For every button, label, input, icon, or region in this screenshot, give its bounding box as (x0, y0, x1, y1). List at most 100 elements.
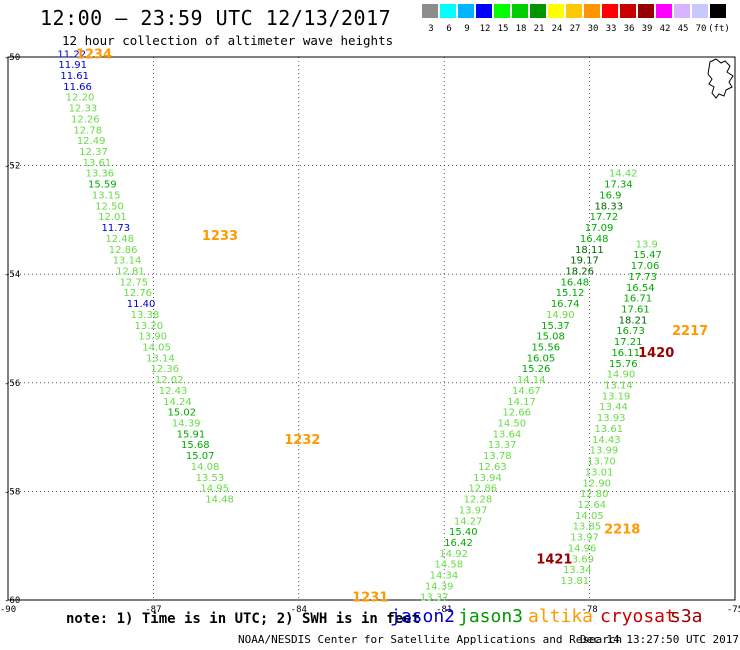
lat-tick-label: -50 (4, 53, 20, 63)
swh-value: 14.34 (430, 571, 459, 582)
lat-tick-label: -60 (4, 596, 20, 606)
swh-value: 14.96 (568, 543, 597, 554)
swh-value: 15.26 (522, 364, 551, 375)
footer-timestamp: Dec 14 13:27:50 UTC 2017 (580, 633, 739, 646)
swh-value: 14.17 (507, 397, 536, 408)
swh-value: 14.05 (142, 343, 171, 354)
coastline-outline (707, 58, 734, 99)
swh-value: 13.37 (420, 592, 449, 603)
chart-title: 12:00 — 23:59 UTC 12/13/2017 (40, 6, 392, 30)
swh-value: 17.73 (628, 272, 657, 283)
swh-value: 16.48 (561, 277, 590, 288)
swh-value: 18.26 (565, 266, 594, 277)
pass-time-label: 1231 (352, 590, 388, 605)
swh-value: 13.61 (83, 158, 112, 169)
swh-value: 13.37 (488, 440, 517, 451)
swh-value: 15.76 (609, 359, 638, 370)
swh-value: 14.24 (163, 397, 192, 408)
swh-value: 16.05 (527, 353, 556, 364)
plot-frame (7, 56, 736, 601)
lon-tick-label: -75 (727, 605, 740, 615)
color-scale-swatch (584, 4, 600, 18)
swh-value: 19.17 (570, 256, 599, 267)
color-scale-label: 36 (623, 24, 635, 34)
swh-value: 15.59 (88, 180, 117, 191)
swh-value: 13.14 (604, 381, 633, 392)
swh-value: 16.71 (624, 294, 653, 305)
swh-value: 13.97 (459, 505, 488, 516)
swh-value: 17.34 (604, 180, 633, 191)
pass-time-label: 1232 (284, 433, 320, 448)
swh-value: 13.36 (86, 169, 115, 180)
swh-value: 12.86 (468, 484, 497, 495)
swh-value: 15.40 (449, 527, 478, 538)
swh-value: 12.80 (580, 489, 609, 500)
swh-value: 13.14 (146, 353, 175, 364)
swh-value: 12.90 (582, 478, 611, 489)
swh-value: 17.21 (614, 337, 643, 348)
color-scale-label: 9 (464, 24, 470, 34)
swh-value: 13.19 (602, 391, 631, 402)
swh-value: 18.33 (594, 201, 623, 212)
color-scale-swatch (512, 4, 528, 18)
swh-value: 12.36 (150, 364, 179, 375)
color-scale-swatch (620, 4, 636, 18)
color-scale-swatch (692, 4, 708, 18)
color-scale-label: 15 (497, 24, 509, 34)
color-scale-swatch (602, 4, 618, 18)
swh-value: 13.61 (594, 424, 623, 435)
swh-value: 13.78 (483, 451, 512, 462)
swh-value: 13.90 (138, 332, 167, 343)
swh-value: 13.38 (131, 310, 160, 321)
swh-value: 14.90 (607, 370, 636, 381)
color-scale-swatch (674, 4, 690, 18)
swh-value: 14.14 (517, 375, 546, 386)
swh-value: 13.53 (196, 473, 225, 484)
legend-cryosat: cryosat (600, 606, 676, 627)
swh-value: 14.43 (592, 435, 621, 446)
lat-tick-label: -54 (4, 270, 20, 280)
swh-value: 11.40 (127, 299, 156, 310)
swh-value: 11.22 (57, 49, 86, 60)
swh-value: 13.97 (570, 533, 599, 544)
swh-value: 12.75 (119, 277, 148, 288)
swh-value: 14.58 (435, 560, 464, 571)
pass-time-label: 1234 (76, 47, 112, 62)
swh-value: 13.94 (473, 473, 502, 484)
swh-value: 12.43 (159, 386, 188, 397)
swh-value: 12.50 (95, 201, 124, 212)
color-scale-label: 3 (428, 24, 434, 34)
swh-value: 15.91 (177, 429, 206, 440)
swh-value: 13.99 (590, 446, 619, 457)
swh-value: 12.01 (98, 212, 127, 223)
swh-value: 12.37 (79, 147, 108, 158)
color-scale-label: 45 (677, 24, 689, 34)
swh-value: 14.39 (172, 419, 201, 430)
swh-value: 12.78 (73, 125, 102, 136)
swh-value: 12.63 (478, 462, 507, 473)
pass-time-label: 1233 (202, 229, 238, 244)
pass-time-label: 2217 (672, 324, 708, 339)
swh-value: 12.76 (123, 288, 152, 299)
swh-value: 14.08 (191, 462, 220, 473)
legend-altika: altika (528, 606, 594, 627)
swh-value: 14.50 (498, 419, 527, 430)
swh-value: 15.07 (186, 451, 215, 462)
swh-value: 16.42 (444, 538, 473, 549)
swh-value: 16.73 (616, 326, 645, 337)
color-scale-swatch (566, 4, 582, 18)
swh-value: 15.08 (536, 332, 565, 343)
swh-value: 12.64 (577, 500, 606, 511)
swh-value: 14.39 (425, 581, 454, 592)
color-scale-swatch (458, 4, 474, 18)
color-scale-swatch (440, 4, 456, 18)
color-scale-swatch (638, 4, 654, 18)
swh-value: 17.72 (590, 212, 619, 223)
color-scale-label: 24 (551, 24, 563, 34)
lat-tick-label: -52 (4, 162, 20, 172)
swh-value: 12.33 (69, 104, 98, 115)
swh-value: 14.67 (512, 386, 541, 397)
swh-value: 16.11 (611, 348, 640, 359)
swh-value: 13.69 (565, 554, 594, 565)
